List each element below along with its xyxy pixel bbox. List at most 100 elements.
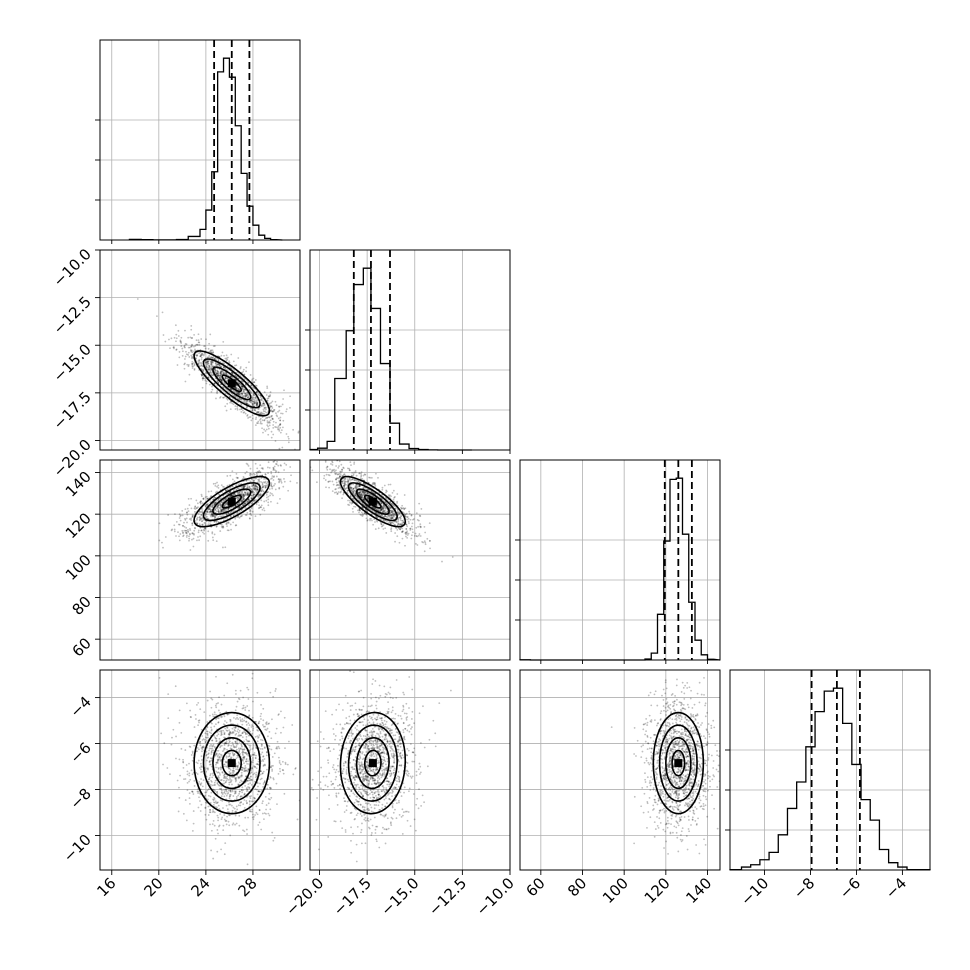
sample-point: [226, 748, 228, 751]
sample-point: [344, 478, 347, 480]
sample-point: [250, 398, 253, 401]
sample-point: [239, 367, 242, 370]
sample-point: [344, 482, 347, 485]
sample-point: [382, 507, 384, 510]
sample-point: [229, 491, 232, 494]
sample-point: [361, 494, 364, 497]
sample-point: [360, 474, 363, 477]
sample-point: [268, 395, 270, 398]
sample-point: [328, 474, 331, 477]
sample-point: [355, 486, 357, 489]
sample-point: [346, 478, 349, 481]
sample-point: [206, 732, 208, 735]
sample-point: [381, 509, 384, 511]
sample-point: [177, 523, 180, 526]
sample-point: [389, 512, 392, 515]
sample-point: [224, 498, 227, 500]
sample-point: [398, 516, 401, 519]
sample-point: [354, 494, 357, 496]
sample-point: [210, 513, 213, 516]
sample-point: [227, 508, 230, 511]
sample-point: [372, 506, 374, 509]
sample-point: [197, 513, 200, 515]
sample-point: [200, 354, 203, 357]
sample-point: [245, 366, 248, 369]
sample-point: [181, 350, 184, 353]
sample-point: [338, 472, 341, 475]
sample-point: [216, 791, 218, 794]
sample-point: [242, 731, 245, 734]
sample-point: [214, 371, 217, 374]
sample-point: [220, 525, 223, 528]
sample-point: [201, 746, 204, 749]
sample-point: [372, 482, 374, 484]
sample-point: [255, 811, 258, 814]
sample-point: [226, 377, 229, 380]
sample-point: [342, 467, 345, 470]
sample-point: [272, 467, 275, 470]
sample-point: [249, 407, 252, 410]
sample-point: [344, 474, 347, 477]
sample-point: [251, 813, 254, 816]
sample-point: [246, 501, 249, 504]
sample-point: [254, 477, 257, 480]
sample-point: [390, 515, 393, 518]
sample-point: [262, 507, 265, 510]
sample-point: [187, 354, 190, 356]
sample-point: [380, 508, 383, 511]
sample-point: [224, 775, 226, 778]
sample-point: [272, 469, 275, 471]
sample-point: [200, 373, 203, 376]
sample-point: [256, 488, 259, 490]
sample-point: [210, 490, 213, 493]
sample-point: [347, 480, 350, 483]
sample-point: [254, 773, 257, 776]
sample-point: [272, 460, 275, 463]
sample-point: [261, 412, 264, 415]
sample-point: [214, 737, 217, 740]
sample-point: [353, 505, 355, 508]
sample-point: [241, 732, 244, 735]
sample-point: [254, 488, 257, 491]
sample-point: [394, 507, 397, 510]
sample-point: [188, 518, 191, 520]
sample-point: [229, 511, 232, 514]
sample-point: [180, 345, 183, 347]
sample-point: [262, 770, 265, 773]
sample-point: [238, 382, 240, 385]
sample-point: [388, 517, 390, 520]
density-contour: [193, 350, 271, 417]
sample-point: [255, 401, 258, 404]
sample-point: [267, 812, 270, 815]
sample-point: [232, 772, 235, 774]
sample-point: [210, 765, 213, 768]
sample-point: [224, 489, 227, 492]
sample-point: [209, 370, 212, 372]
sample-point: [221, 715, 223, 718]
sample-point: [418, 533, 421, 535]
sample-point: [341, 468, 344, 471]
sample-point: [390, 528, 392, 531]
sample-point: [190, 507, 193, 510]
sample-point: [183, 345, 186, 348]
sample-point: [183, 778, 185, 781]
sample-point: [196, 355, 198, 357]
sample-point: [260, 480, 262, 483]
sample-point: [278, 487, 281, 490]
sample-point: [359, 477, 362, 480]
sample-point: [275, 463, 278, 466]
sample-point: [360, 493, 363, 496]
sample-point: [200, 495, 203, 498]
sample-point: [252, 400, 255, 403]
sample-point: [234, 387, 237, 389]
sample-point: [287, 489, 290, 492]
sample-point: [402, 507, 405, 509]
sample-point: [208, 342, 211, 345]
sample-point: [256, 774, 258, 776]
sample-point: [254, 424, 257, 426]
sample-point: [380, 514, 383, 517]
sample-point: [208, 510, 211, 513]
sample-point: [216, 734, 218, 737]
sample-point: [261, 484, 264, 486]
sample-point: [396, 535, 399, 538]
